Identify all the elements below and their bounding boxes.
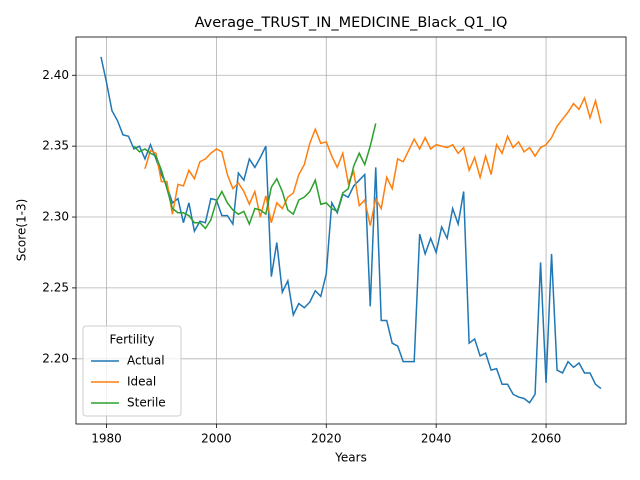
x-tick-label: 2040 [421,432,452,446]
y-tick-label: 2.30 [42,210,69,224]
y-tick-label: 2.25 [42,280,69,294]
y-axis-label: Score(1-3) [15,199,29,262]
y-tick-label: 2.20 [42,351,69,365]
x-axis-label: Years [334,451,367,465]
legend-label: Sterile [127,396,166,410]
data-line [100,56,602,404]
legend-label: Actual [127,354,165,368]
x-tick-label: 2000 [201,432,232,446]
plot-frame [75,36,627,425]
legend-box [82,325,182,417]
y-tick-label: 2.40 [42,68,69,82]
x-tick-label: 2060 [531,432,562,446]
legend-title: Fertility [109,333,154,347]
chart-title: Average_TRUST_IN_MEDICINE_Black_Q1_IQ [195,15,508,31]
data-line [133,123,377,230]
y-tick-label: 2.35 [42,139,69,153]
data-line [144,95,602,226]
x-tick-label: 2020 [311,432,342,446]
x-tick-label: 1980 [91,432,122,446]
legend-label: Ideal [127,375,156,389]
